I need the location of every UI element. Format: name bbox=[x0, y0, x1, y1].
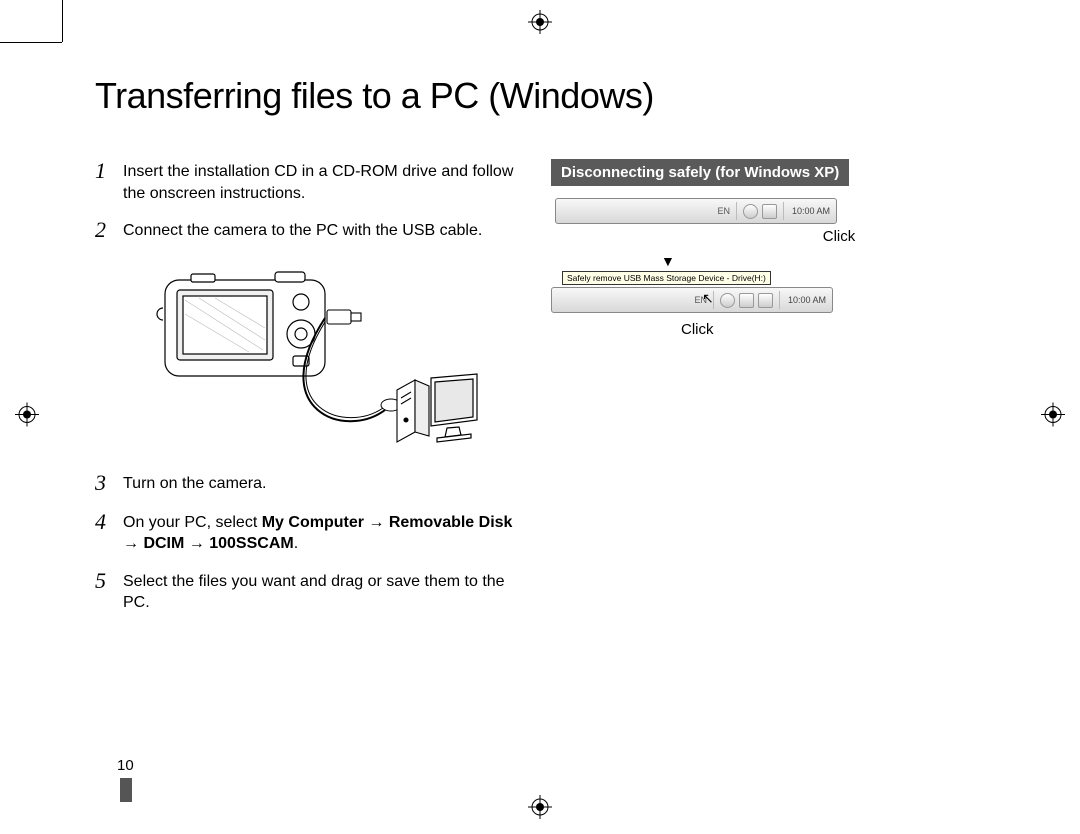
cursor-icon: ↖ bbox=[702, 290, 714, 307]
registration-mark-left bbox=[15, 403, 39, 432]
step-number: 4 bbox=[95, 510, 123, 555]
two-column-layout: 1 Insert the installation CD in a CD-ROM… bbox=[95, 159, 1005, 628]
step-2: 2 Connect the camera to the PC with the … bbox=[95, 218, 527, 242]
safely-remove-tooltip[interactable]: Safely remove USB Mass Storage Device - … bbox=[562, 271, 771, 285]
registration-mark-top bbox=[528, 10, 552, 39]
step-3: 3 Turn on the camera. bbox=[95, 471, 527, 495]
crop-mark-vertical bbox=[62, 0, 63, 42]
step4-prefix: On your PC, select bbox=[123, 514, 262, 531]
tray-icon bbox=[758, 293, 773, 308]
windows-taskbar: EN 10:00 AM bbox=[555, 198, 837, 224]
tray-separator bbox=[783, 202, 784, 220]
step-text: Connect the camera to the PC with the US… bbox=[123, 218, 482, 242]
step-4: 4 On your PC, select My Computer → Remov… bbox=[95, 510, 527, 555]
step-number: 2 bbox=[95, 218, 123, 242]
taskbar-screenshot-2: Safely remove USB Mass Storage Device - … bbox=[551, 287, 983, 338]
step-text: Select the files you want and drag or sa… bbox=[123, 569, 527, 614]
click-label: Click bbox=[695, 228, 983, 245]
step4-suffix: . bbox=[294, 535, 298, 552]
taskbar-screenshot-1: EN 10:00 AM Click bbox=[555, 198, 983, 245]
page-title: Transferring files to a PC (Windows) bbox=[95, 75, 1005, 117]
clock: 10:00 AM bbox=[792, 206, 830, 216]
crop-mark-horizontal bbox=[0, 42, 62, 43]
right-column: Disconnecting safely (for Windows XP) EN… bbox=[551, 159, 983, 628]
tray-usb-icon[interactable] bbox=[743, 204, 758, 219]
registration-mark-right bbox=[1041, 403, 1065, 432]
tray-separator bbox=[779, 291, 780, 309]
page-number-bar bbox=[120, 778, 132, 802]
page-content: Transferring files to a PC (Windows) 1 I… bbox=[95, 75, 1005, 628]
tray-usb-icon[interactable] bbox=[720, 293, 735, 308]
step-5: 5 Select the files you want and drag or … bbox=[95, 569, 527, 614]
tray-icon bbox=[762, 204, 777, 219]
section-heading-bar: Disconnecting safely (for Windows XP) bbox=[551, 159, 849, 186]
step-1: 1 Insert the installation CD in a CD-ROM… bbox=[95, 159, 527, 204]
windows-taskbar: Safely remove USB Mass Storage Device - … bbox=[551, 287, 833, 313]
tray-icon bbox=[739, 293, 754, 308]
page-number: 10 bbox=[117, 757, 134, 774]
left-column: 1 Insert the installation CD in a CD-ROM… bbox=[95, 159, 527, 628]
language-indicator: EN bbox=[717, 206, 730, 216]
camera-to-pc-illustration bbox=[155, 270, 485, 450]
tray-separator bbox=[736, 202, 737, 220]
registration-mark-bottom bbox=[528, 795, 552, 824]
step-text: Insert the installation CD in a CD-ROM d… bbox=[123, 159, 527, 204]
step-number: 1 bbox=[95, 159, 123, 204]
step-number: 5 bbox=[95, 569, 123, 614]
step-text: Turn on the camera. bbox=[123, 471, 266, 495]
step-number: 3 bbox=[95, 471, 123, 495]
down-arrow-icon: ▼ bbox=[661, 253, 983, 269]
click-label: Click bbox=[681, 321, 983, 338]
clock: 10:00 AM bbox=[788, 295, 826, 305]
step-text: On your PC, select My Computer → Removab… bbox=[123, 510, 527, 555]
